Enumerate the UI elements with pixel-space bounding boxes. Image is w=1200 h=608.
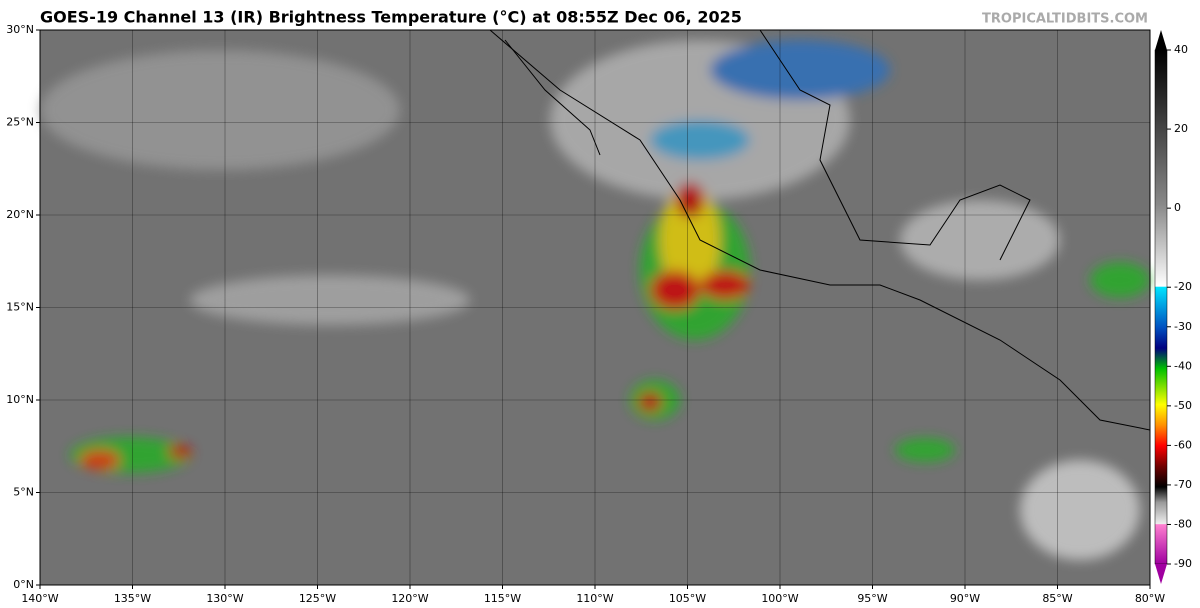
lon-tick-label: 95°W	[857, 592, 887, 605]
lat-tick-label: 0°N	[13, 578, 34, 591]
colorbar-tick-label: -80	[1174, 517, 1192, 530]
colorbar-tick-label: -90	[1174, 557, 1192, 570]
credit: TROPICALTIDBITS.COM	[982, 12, 1148, 27]
lon-tick-label: 125°W	[299, 592, 336, 605]
lon-tick-label: 105°W	[669, 592, 706, 605]
lat-tick-label: 25°N	[6, 116, 34, 129]
colorbar-tick-label: -50	[1174, 399, 1192, 412]
lon-tick-label: 100°W	[761, 592, 798, 605]
lon-tick-label: 120°W	[391, 592, 428, 605]
lon-tick-label: 140°W	[21, 592, 58, 605]
lon-tick-label: 90°W	[950, 592, 980, 605]
colorbar-tick-label: 0	[1174, 201, 1181, 214]
lon-tick-label: 110°W	[576, 592, 613, 605]
colorbar-tick-label: 40	[1174, 43, 1188, 56]
colorbar-tick-label: -70	[1174, 478, 1192, 491]
lat-tick-label: 15°N	[6, 301, 34, 314]
lat-tick-label: 20°N	[6, 208, 34, 221]
colorbar-tick-label: -40	[1174, 359, 1192, 372]
lon-tick-label: 80°W	[1135, 592, 1165, 605]
colorbar-tick-label: -20	[1174, 280, 1192, 293]
lon-tick-label: 115°W	[484, 592, 521, 605]
colorbar-tick-label: -30	[1174, 320, 1192, 333]
colorbar	[1154, 30, 1168, 584]
lon-tick-label: 130°W	[206, 592, 243, 605]
title: GOES-19 Channel 13 (IR) Brightness Tempe…	[40, 8, 742, 27]
lat-tick-label: 30°N	[6, 23, 34, 36]
map-frame	[39, 29, 1151, 586]
lon-tick-label: 85°W	[1042, 592, 1072, 605]
lon-tick-label: 135°W	[114, 592, 151, 605]
colorbar-tick-label: -60	[1174, 438, 1192, 451]
lat-tick-label: 5°N	[13, 486, 34, 499]
colorbar-tick-label: 20	[1174, 122, 1188, 135]
lat-tick-label: 10°N	[6, 393, 34, 406]
